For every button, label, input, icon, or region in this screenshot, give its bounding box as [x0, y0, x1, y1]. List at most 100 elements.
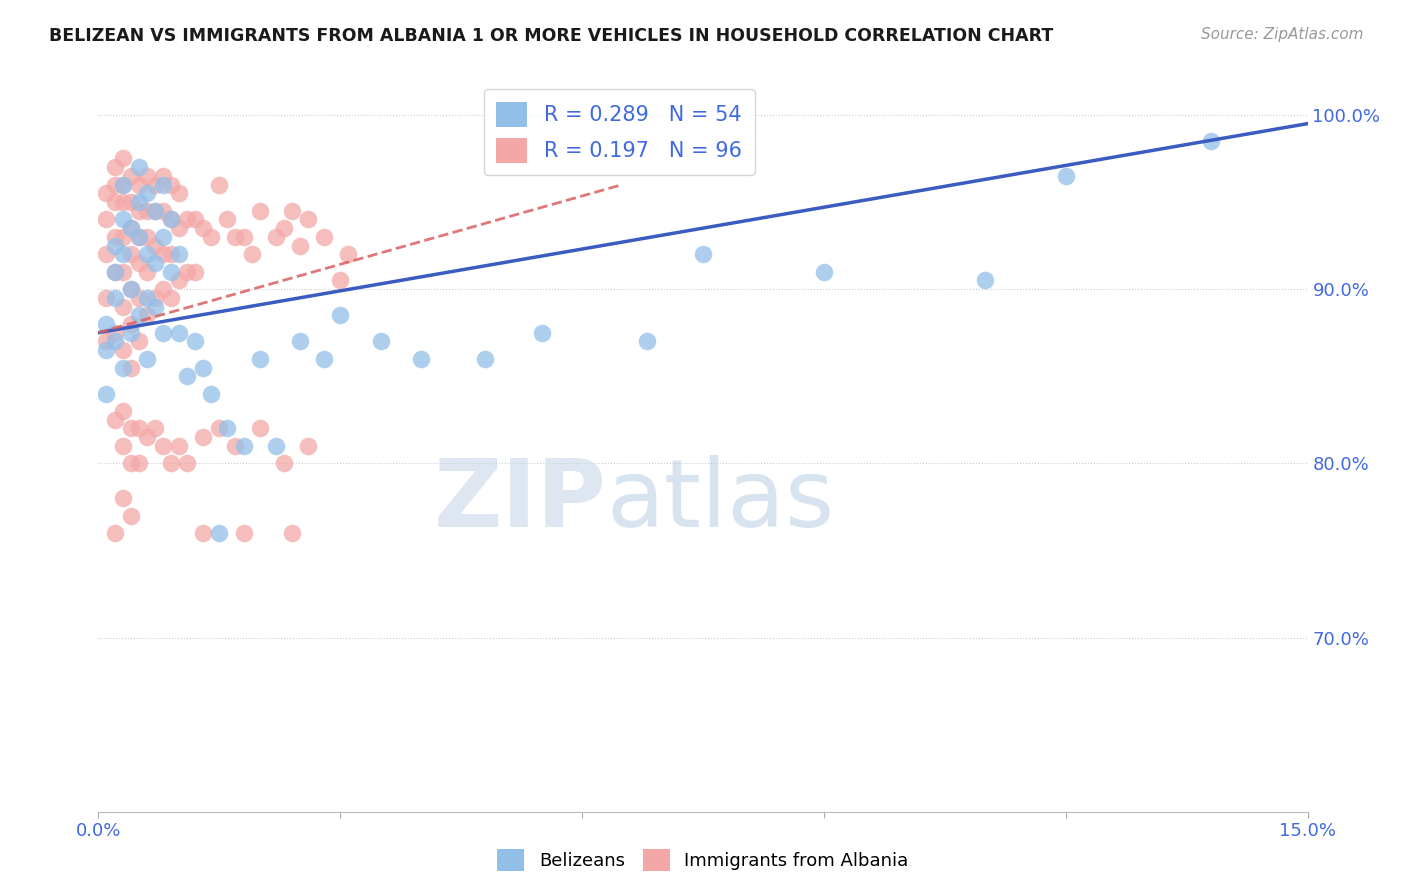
- Point: [103, 230, 125, 244]
- Point: [232, 526, 254, 541]
- Point: [128, 178, 150, 192]
- Point: [143, 203, 166, 218]
- Point: [111, 300, 134, 314]
- Text: BELIZEAN VS IMMIGRANTS FROM ALBANIA 1 OR MORE VEHICLES IN HOUSEHOLD CORRELATION : BELIZEAN VS IMMIGRANTS FROM ALBANIA 1 OR…: [49, 27, 1053, 45]
- Point: [120, 282, 142, 296]
- Point: [120, 326, 142, 340]
- Point: [103, 413, 125, 427]
- Point: [297, 439, 319, 453]
- Point: [120, 282, 142, 296]
- Text: Source: ZipAtlas.com: Source: ZipAtlas.com: [1201, 27, 1364, 42]
- Point: [111, 343, 134, 357]
- Point: [128, 194, 150, 209]
- Point: [337, 247, 360, 261]
- Point: [135, 230, 157, 244]
- Point: [128, 230, 150, 244]
- Point: [193, 430, 215, 444]
- Point: [297, 212, 319, 227]
- Point: [232, 439, 254, 453]
- Point: [103, 238, 125, 252]
- Point: [111, 178, 134, 192]
- Point: [120, 456, 142, 470]
- Point: [160, 178, 183, 192]
- Point: [128, 160, 150, 174]
- Point: [143, 256, 166, 270]
- Point: [314, 230, 336, 244]
- Point: [1199, 134, 1222, 148]
- Point: [103, 334, 125, 349]
- Point: [409, 351, 432, 366]
- Point: [96, 212, 118, 227]
- Point: [128, 421, 150, 435]
- Point: [160, 247, 183, 261]
- Point: [135, 186, 157, 201]
- Point: [208, 178, 231, 192]
- Point: [167, 221, 190, 235]
- Point: [314, 351, 336, 366]
- Point: [530, 326, 553, 340]
- Point: [264, 439, 287, 453]
- Point: [217, 212, 239, 227]
- Point: [208, 421, 231, 435]
- Point: [370, 334, 392, 349]
- Point: [135, 430, 157, 444]
- Point: [813, 265, 835, 279]
- Point: [281, 526, 304, 541]
- Point: [120, 508, 142, 523]
- Point: [176, 212, 198, 227]
- Point: [111, 265, 134, 279]
- Point: [152, 169, 174, 183]
- Text: ZIP: ZIP: [433, 455, 606, 547]
- Point: [111, 152, 134, 166]
- Point: [264, 230, 287, 244]
- Legend: R = 0.289   N = 54, R = 0.197   N = 96: R = 0.289 N = 54, R = 0.197 N = 96: [484, 89, 755, 176]
- Point: [135, 203, 157, 218]
- Point: [232, 230, 254, 244]
- Point: [217, 421, 239, 435]
- Point: [120, 360, 142, 375]
- Legend: Belizeans, Immigrants from Albania: Belizeans, Immigrants from Albania: [491, 842, 915, 879]
- Point: [103, 178, 125, 192]
- Point: [167, 273, 190, 287]
- Point: [128, 230, 150, 244]
- Point: [249, 203, 271, 218]
- Point: [152, 203, 174, 218]
- Point: [152, 230, 174, 244]
- Point: [160, 212, 183, 227]
- Point: [143, 238, 166, 252]
- Point: [120, 221, 142, 235]
- Point: [160, 291, 183, 305]
- Point: [167, 186, 190, 201]
- Point: [474, 351, 496, 366]
- Point: [120, 247, 142, 261]
- Point: [120, 317, 142, 331]
- Point: [249, 421, 271, 435]
- Point: [208, 526, 231, 541]
- Point: [96, 343, 118, 357]
- Text: atlas: atlas: [606, 455, 835, 547]
- Point: [96, 386, 118, 401]
- Point: [111, 230, 134, 244]
- Point: [128, 291, 150, 305]
- Point: [152, 282, 174, 296]
- Point: [96, 291, 118, 305]
- Point: [288, 334, 311, 349]
- Point: [184, 212, 207, 227]
- Point: [120, 421, 142, 435]
- Point: [103, 194, 125, 209]
- Point: [273, 221, 295, 235]
- Point: [160, 265, 183, 279]
- Point: [176, 456, 198, 470]
- Point: [96, 247, 118, 261]
- Point: [193, 526, 215, 541]
- Point: [111, 439, 134, 453]
- Point: [128, 256, 150, 270]
- Point: [281, 203, 304, 218]
- Point: [184, 334, 207, 349]
- Point: [167, 247, 190, 261]
- Point: [120, 194, 142, 209]
- Point: [128, 308, 150, 322]
- Point: [135, 291, 157, 305]
- Point: [103, 526, 125, 541]
- Point: [135, 265, 157, 279]
